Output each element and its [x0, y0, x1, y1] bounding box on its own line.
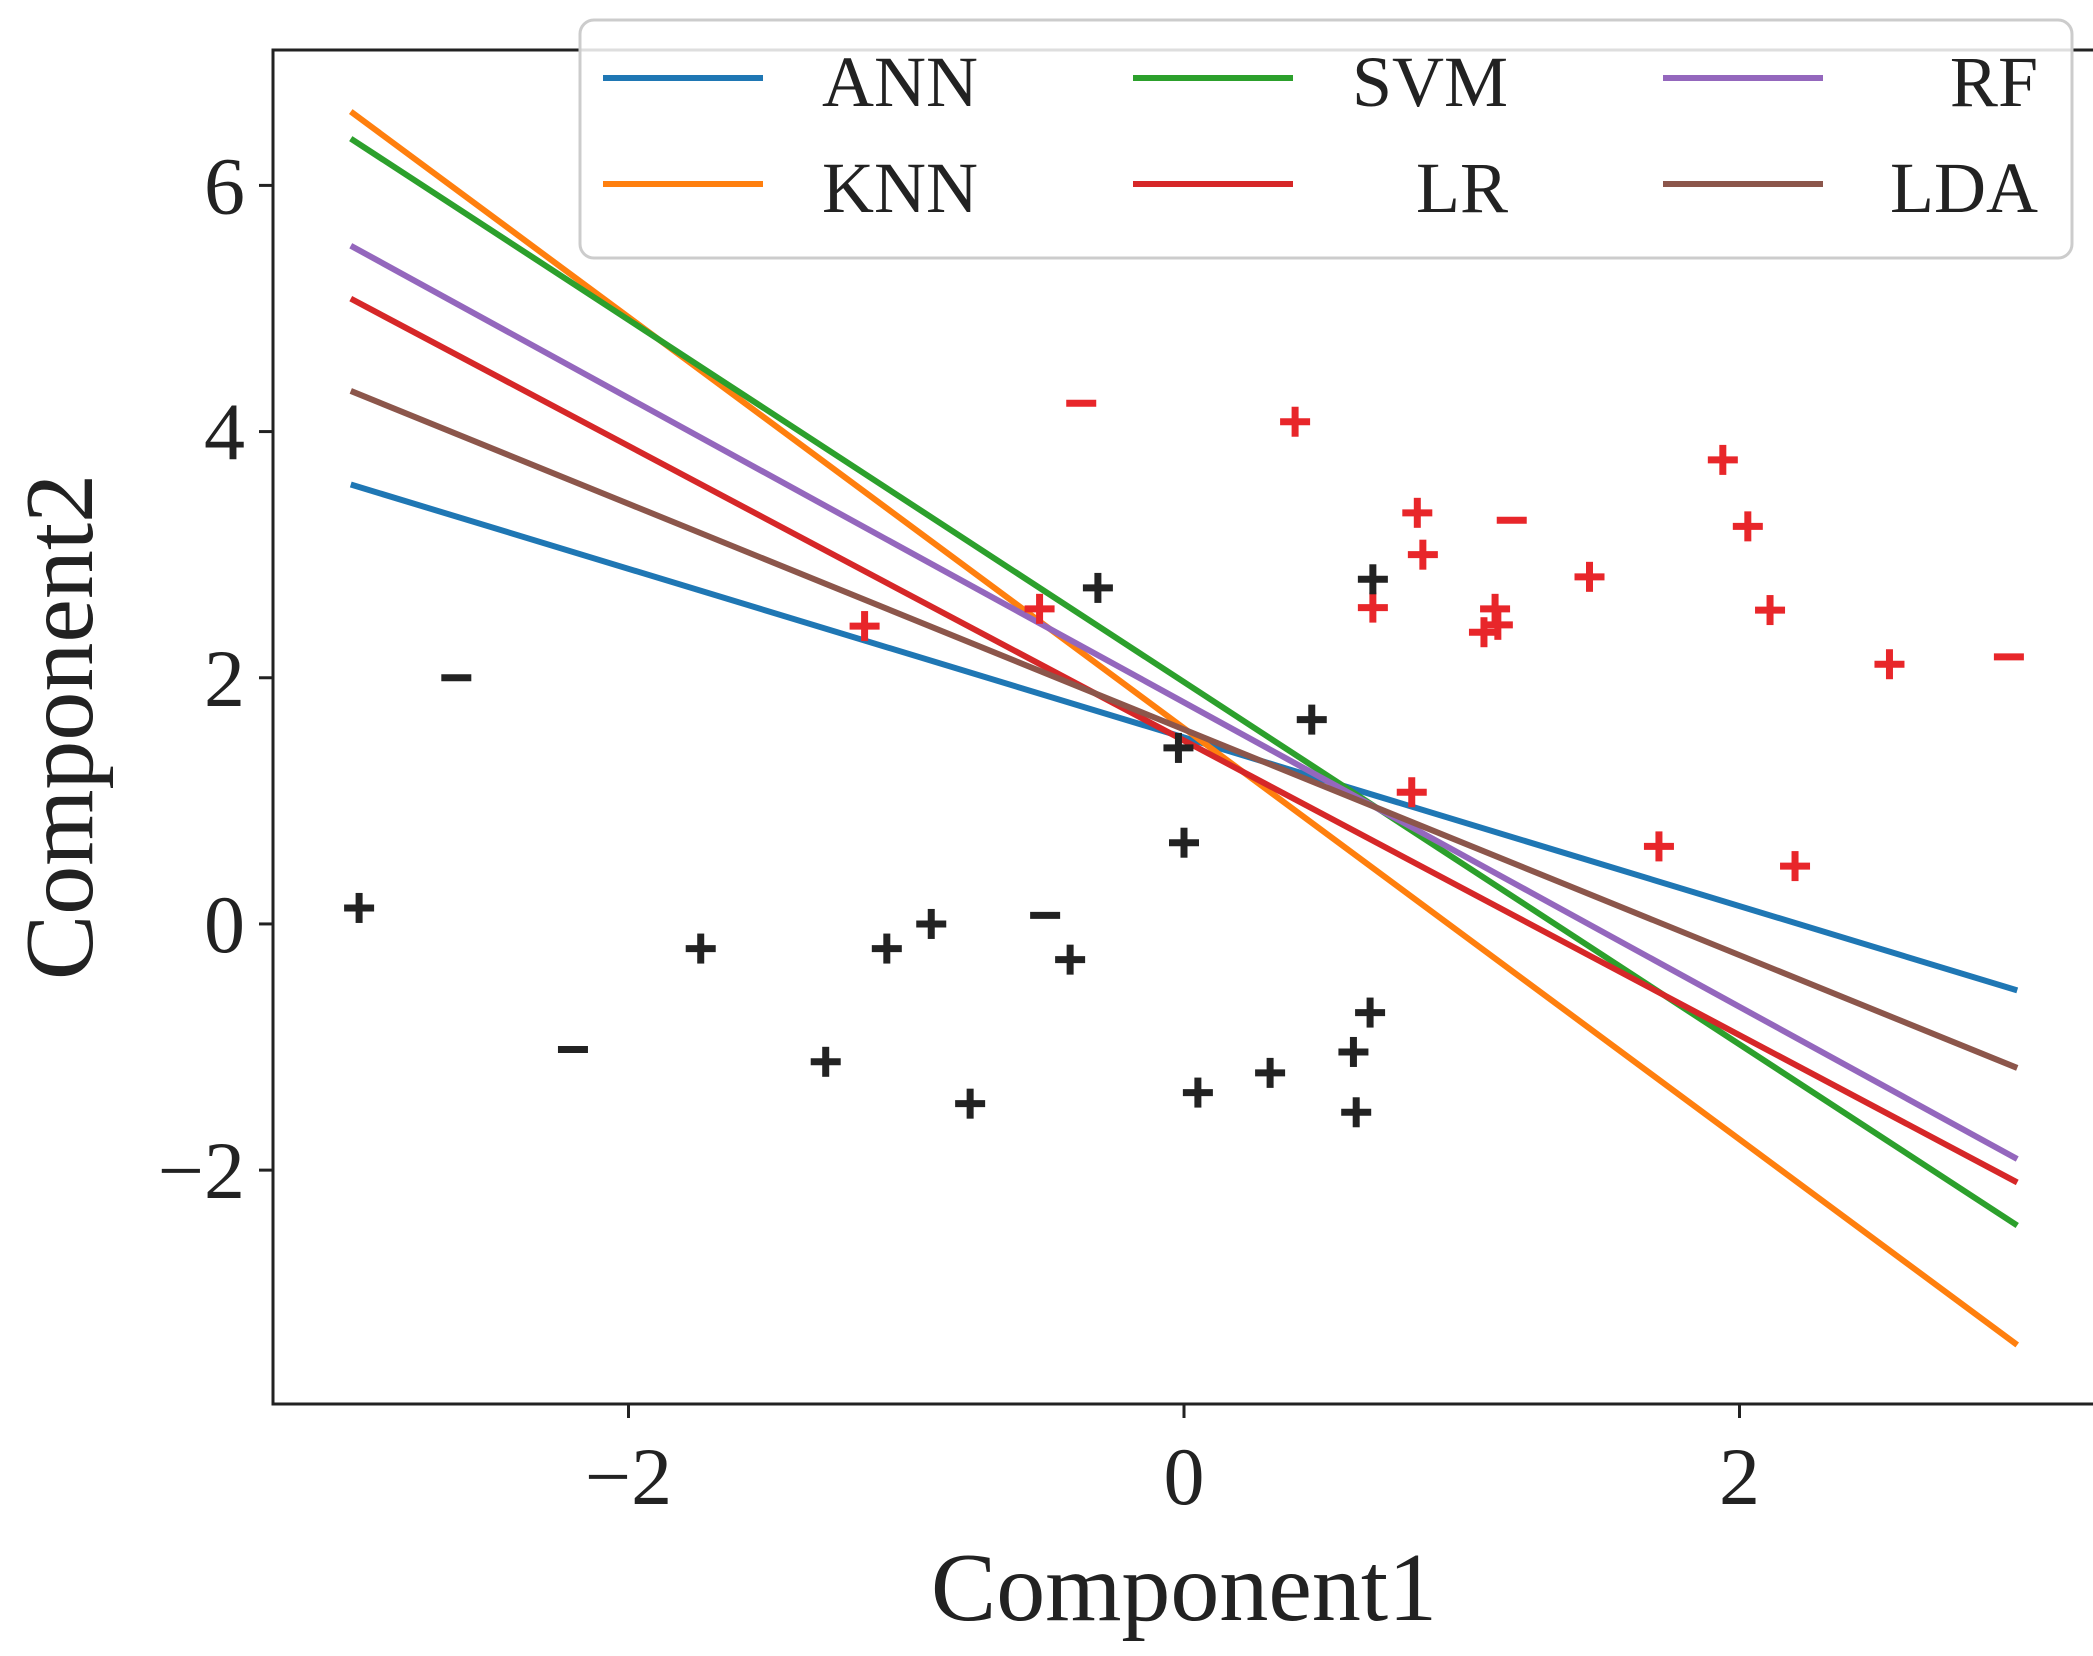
series-line-lr: [349, 295, 2019, 1186]
plus-point-27: [685, 933, 716, 964]
y-tick-label: 4: [204, 387, 245, 478]
plus-point-3: [1407, 539, 1438, 570]
plus-point-20: [1082, 572, 1113, 603]
legend-item-rf: RF: [1663, 42, 2038, 122]
plus-point-8: [1755, 595, 1786, 626]
legend-label: SVM: [1352, 42, 1508, 122]
legend-item-ann: ANN: [603, 42, 978, 122]
y-tick-label: 6: [204, 140, 245, 231]
x-axis-ticks: −2 0 2: [585, 1404, 1760, 1522]
plus-point-33: [810, 1046, 841, 1077]
series-line-rf: [349, 243, 2019, 1162]
plus-point-13: [1024, 593, 1055, 624]
y-axis-label: Component2: [6, 474, 114, 980]
legend-item-lda: LDA: [1663, 148, 2038, 228]
plus-point-11: [1468, 617, 1499, 648]
legend-box: [578, 18, 2074, 260]
y-axis-ticks: −2 0 2 4 6: [158, 140, 273, 1216]
plus-point-14: [849, 611, 880, 642]
series-line-svm: [349, 136, 2019, 1229]
plus-point-17: [1396, 777, 1427, 808]
legend-item-lr: LR: [1133, 148, 1508, 228]
y-tick-label: −2: [158, 1125, 245, 1216]
plus-point-28: [871, 933, 902, 964]
scatter-points: [344, 399, 2024, 1128]
plus-point-12: [1357, 592, 1388, 623]
plus-point-18: [1643, 831, 1674, 862]
x-tick-label: −2: [585, 1431, 672, 1522]
plus-point-2: [1402, 497, 1433, 528]
plus-point-15: [1874, 649, 1905, 680]
y-tick-label: 0: [204, 879, 245, 970]
plus-point-29: [916, 908, 947, 939]
plus-point-1: [1280, 406, 1311, 437]
legend-label: KNN: [822, 148, 978, 228]
plus-point-6: [1732, 511, 1763, 542]
legend: ANN KNN SVM LR RF LDA: [578, 18, 2074, 260]
x-tick-label: 0: [1164, 1431, 1205, 1522]
plus-point-19: [1780, 851, 1811, 882]
plus-point-31: [1055, 944, 1086, 975]
plus-point-26: [344, 892, 375, 923]
legend-label: ANN: [822, 42, 978, 122]
x-tick-label: 2: [1719, 1431, 1760, 1522]
plus-point-21: [1357, 564, 1388, 595]
y-tick-label: 2: [204, 633, 245, 724]
legend-item-knn: KNN: [603, 148, 978, 228]
x-axis-label: Component1: [931, 1534, 1437, 1642]
plus-point-38: [1355, 997, 1386, 1028]
plus-point-23: [1296, 704, 1327, 735]
plus-point-36: [1255, 1057, 1286, 1088]
series-line-lda: [349, 388, 2019, 1071]
plus-point-25: [1169, 827, 1199, 858]
plus-point-5: [1707, 444, 1738, 475]
plus-point-24: [1163, 732, 1194, 763]
plus-point-37: [1338, 1036, 1369, 1067]
legend-label: RF: [1950, 42, 2038, 122]
legend-item-svm: SVM: [1133, 42, 1508, 122]
plus-point-35: [1182, 1077, 1213, 1108]
plus-point-34: [955, 1088, 986, 1119]
series-lines: [348, 109, 2020, 1348]
plus-point-7: [1574, 561, 1605, 592]
legend-label: LDA: [1890, 148, 2038, 228]
legend-label: LR: [1416, 148, 1508, 228]
plus-point-39: [1341, 1097, 1372, 1128]
